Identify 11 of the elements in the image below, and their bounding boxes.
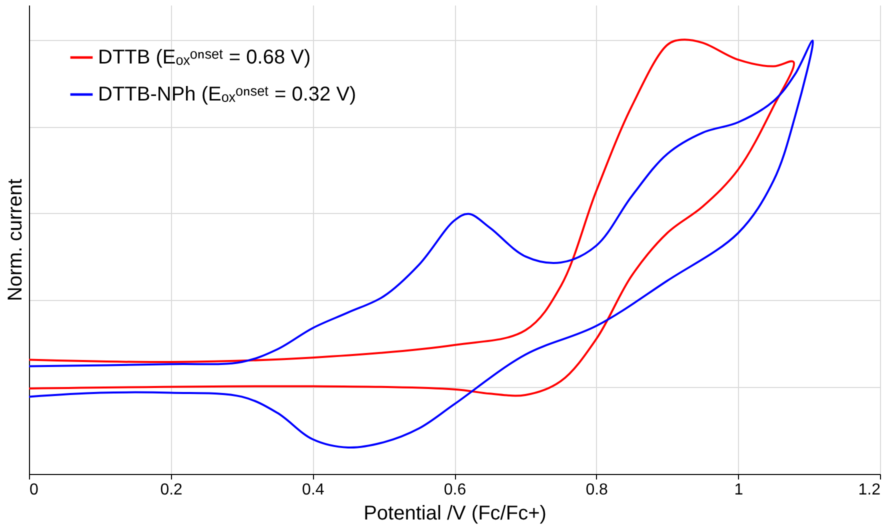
x-tick-label: 0.8 bbox=[586, 482, 608, 498]
x-tick-label: 0 bbox=[30, 482, 38, 498]
legend-label: DTTB-NPh (Eₒₓᵒⁿˢᵉᵗ = 0.32 V) bbox=[98, 84, 356, 106]
legend-label: DTTB (Eₒₓᵒⁿˢᵉᵗ = 0.68 V) bbox=[98, 46, 311, 68]
x-tick-label: 0.6 bbox=[444, 482, 466, 498]
x-axis-title: Potential /V (Fc/Fc+) bbox=[364, 502, 546, 524]
y-axis-title: Norm. current bbox=[4, 178, 26, 302]
x-tick-label: 0.4 bbox=[302, 482, 324, 498]
x-tick-label: 1 bbox=[734, 482, 744, 498]
x-tick-label: 0.2 bbox=[160, 482, 183, 498]
x-tick-label: 1.2 bbox=[858, 482, 881, 498]
